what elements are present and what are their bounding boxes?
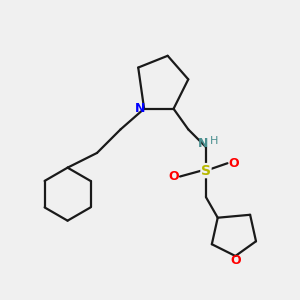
Text: N: N [198, 137, 208, 150]
Text: H: H [210, 136, 218, 146]
Text: O: O [231, 254, 241, 267]
Text: O: O [168, 170, 179, 183]
Text: S: S [201, 164, 211, 178]
Text: N: N [134, 102, 145, 115]
Text: O: O [229, 157, 239, 170]
